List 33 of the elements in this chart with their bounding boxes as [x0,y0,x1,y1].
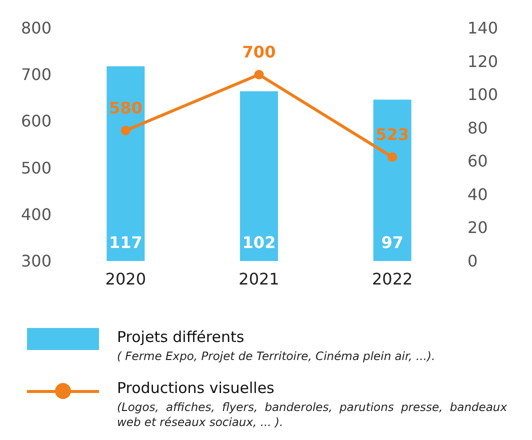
y-tick-label: 800 [20,18,52,38]
data-label: 102 [242,233,276,252]
y2-tick-label: 120 [468,52,498,71]
y2-tick-label: 20 [468,218,488,238]
y-tick-label: 500 [20,158,52,178]
y-tick-label: 400 [20,204,52,224]
y2-tick-label: 40 [468,184,488,204]
data-label: 700 [242,42,276,62]
point [254,70,264,80]
x-tick-label: 2022 [372,270,413,288]
text: (Logos, affiches, flyers, banderoles, parutions presse, bandeaux web et réseaux sociaux, ... ). [117,400,507,431]
text: ( Ferme Expo, Projet de Territoire, Cinéma plein air, ...). [117,349,436,365]
legend-label: Projets différents [117,328,246,346]
y-tick-label: 700 [20,65,52,84]
data-label: 97 [381,233,404,252]
y-tick-label: 300 [20,252,52,270]
y2-tick-label: 80 [468,118,488,138]
data-label: 523 [376,125,410,144]
point [388,152,398,162]
x-tick-label: 2020 [105,270,146,288]
bar [373,100,412,261]
bar [106,66,145,261]
y2-tick-label: 0 [468,252,478,270]
y-tick-label: 600 [20,112,52,131]
x-tick-label: 2021 [238,270,280,288]
bar [240,91,278,261]
y2-tick-label: 140 [468,18,498,38]
data-label: 580 [108,98,142,118]
legend-label: Productions visuelles [117,378,276,397]
data-label: 117 [108,233,142,252]
y2-tick-label: 60 [468,152,488,171]
y2-tick-label: 100 [468,85,498,104]
point [120,126,130,136]
